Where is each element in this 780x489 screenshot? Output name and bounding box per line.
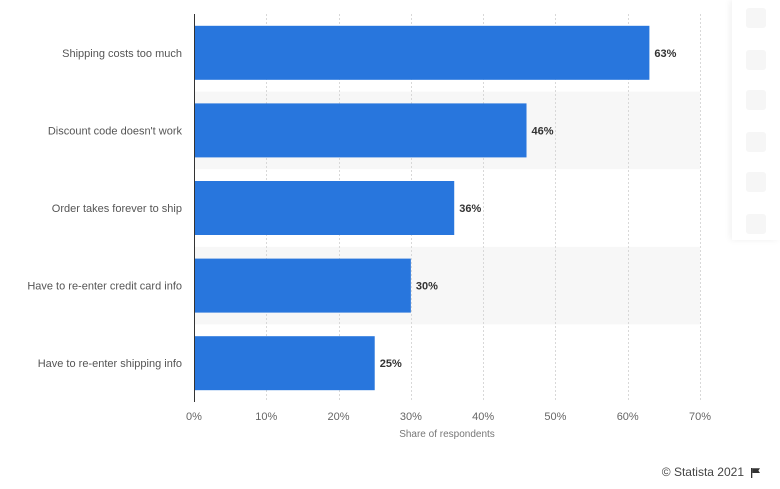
data-label: 30% xyxy=(416,281,438,293)
category-labels: Shipping costs too much Discount code doe… xyxy=(27,48,182,370)
bar[interactable] xyxy=(195,181,455,235)
print-icon[interactable] xyxy=(746,214,766,234)
x-tick-label: 30% xyxy=(400,411,422,423)
data-label: 36% xyxy=(459,203,481,215)
x-tick-label: 70% xyxy=(689,411,711,423)
data-labels: 63% 46% 36% 30% 25% xyxy=(380,48,677,370)
bar[interactable] xyxy=(195,103,527,158)
bars xyxy=(195,25,650,391)
share-icon[interactable] xyxy=(746,132,766,152)
x-tick-labels: 0% 10% 20% 30% 40% 50% 60% 70% xyxy=(186,411,711,423)
data-label: 46% xyxy=(532,125,554,137)
bell-icon[interactable] xyxy=(746,8,766,28)
category-label: Shipping costs too much xyxy=(62,48,182,60)
category-label: Have to re-enter shipping info xyxy=(38,358,182,370)
x-axis-title: Share of respondents xyxy=(399,429,495,440)
settings-icon[interactable] xyxy=(746,90,766,110)
flag-icon[interactable] xyxy=(750,467,761,478)
category-label: Have to re-enter credit card info xyxy=(27,281,182,293)
x-tick-label: 10% xyxy=(255,411,277,423)
credit-text: © Statista 2021 xyxy=(661,465,744,479)
data-label: 25% xyxy=(380,358,402,370)
source-credit: © Statista 2021 xyxy=(662,465,761,479)
quote-icon[interactable] xyxy=(746,172,766,192)
bar[interactable] xyxy=(195,258,411,313)
bar[interactable] xyxy=(195,25,650,80)
x-tick-label: 50% xyxy=(544,411,566,423)
x-tick-label: 20% xyxy=(328,411,350,423)
category-label: Order takes forever to ship xyxy=(52,203,182,215)
side-toolbar xyxy=(732,0,780,240)
bar[interactable] xyxy=(195,336,375,391)
category-label: Discount code doesn't work xyxy=(48,125,183,137)
x-tick-label: 60% xyxy=(617,411,639,423)
x-tick-label: 0% xyxy=(186,411,202,423)
star-icon[interactable] xyxy=(746,50,766,70)
x-tick-label: 40% xyxy=(472,411,494,423)
data-label: 63% xyxy=(654,48,676,60)
